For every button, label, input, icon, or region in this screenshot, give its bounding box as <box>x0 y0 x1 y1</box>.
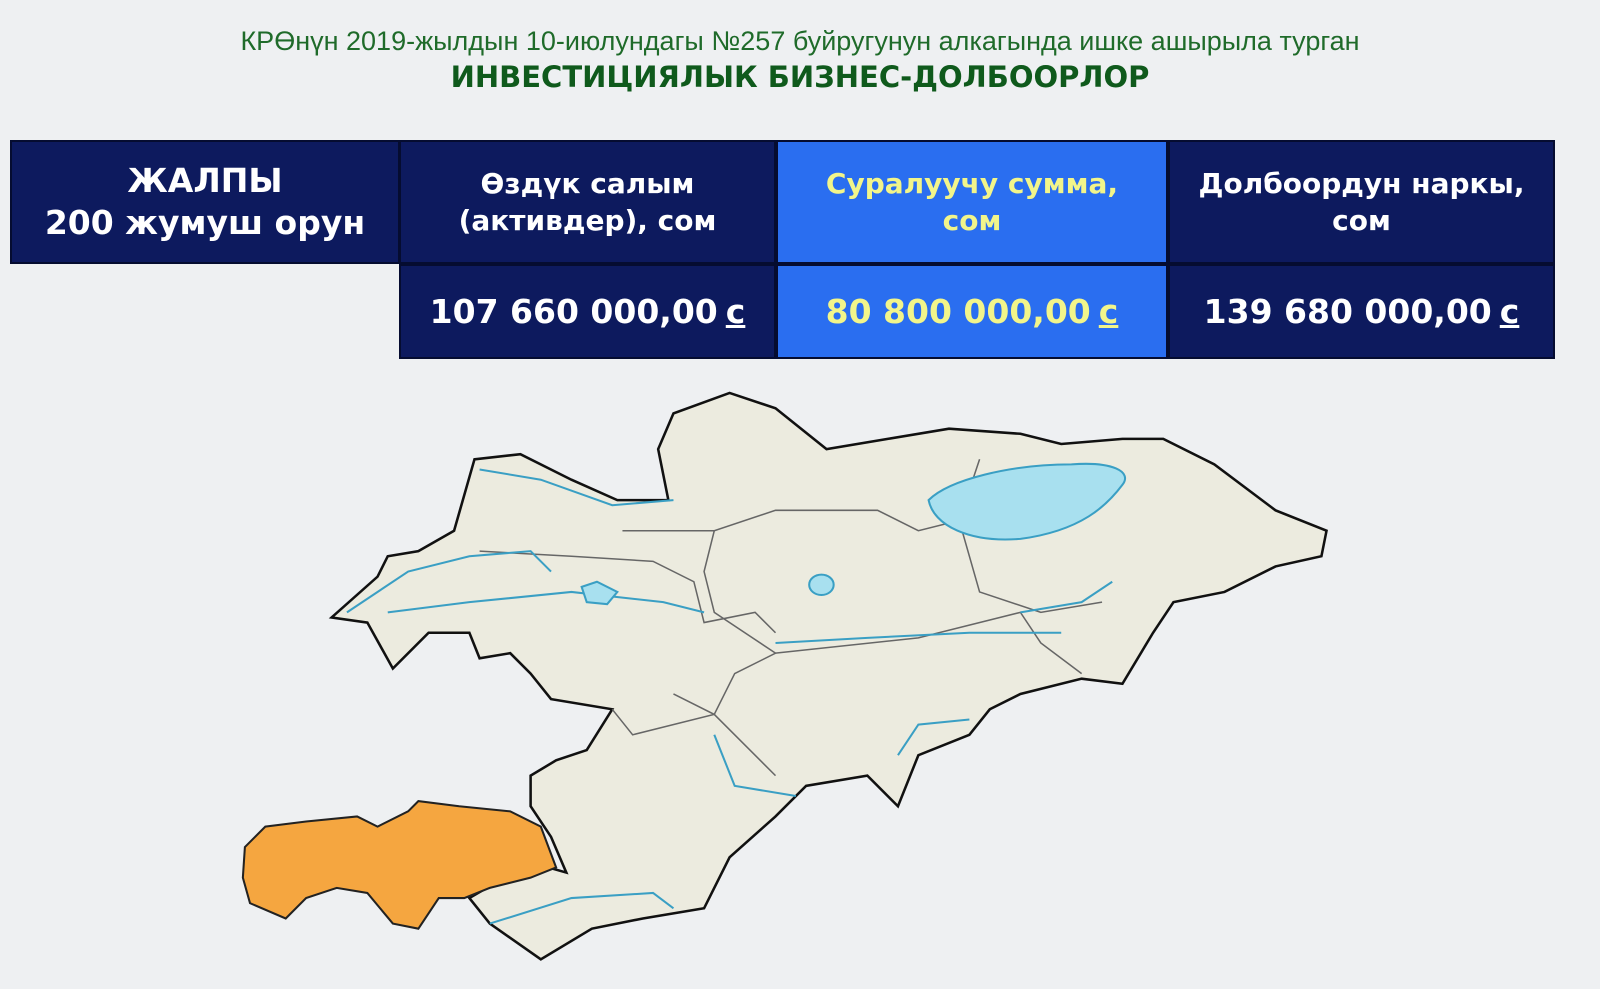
slide-subtitle: КРӨнүн 2019-жылдын 10-июлундагы №257 буй… <box>240 26 1360 56</box>
project-cost-header: Долбоордун наркы, сом <box>1168 140 1555 264</box>
header-line: Долбоордун наркы, <box>1198 167 1525 200</box>
son-kul-lake <box>808 573 835 597</box>
toktogul-reservoir <box>580 580 619 606</box>
amount: 139 680 000,00 <box>1203 292 1492 331</box>
batken-region-highlighted <box>241 800 558 930</box>
header-line: сом <box>1332 204 1391 237</box>
summary-label: ЖАЛПЫ <box>127 161 283 200</box>
amount: 107 660 000,00 <box>429 292 718 331</box>
own-contribution-value: 107 660 000,00 с <box>399 264 776 359</box>
header-line: сом <box>942 204 1002 237</box>
country-outline <box>328 391 1328 961</box>
currency-symbol: с <box>1499 292 1520 331</box>
project-cost-value: 139 680 000,00 с <box>1168 264 1555 359</box>
header-line: (активдер), сом <box>458 204 717 237</box>
header-line: Өздүк салым <box>480 167 695 200</box>
currency-symbol: с <box>725 292 746 331</box>
issyk-kul-lake <box>927 462 1126 541</box>
region-borders <box>479 459 1103 777</box>
rivers <box>346 468 1113 925</box>
slide-title: ИНВЕСТИЦИЯЛЫК БИЗНЕС-ДОЛБООРЛОР <box>450 60 1150 94</box>
summary-jobs: 200 жумуш орун <box>44 203 366 242</box>
requested-amount-header: Суралуучу сумма, сом <box>776 140 1168 264</box>
own-contribution-header: Өздүк салым (активдер), сом <box>399 140 776 264</box>
amount: 80 800 000,00 <box>825 292 1091 331</box>
currency-symbol: с <box>1098 292 1119 331</box>
requested-amount-value: 80 800 000,00 с <box>776 264 1168 359</box>
summary-cell: ЖАЛПЫ 200 жумуш орун <box>10 140 400 264</box>
header-line: Суралуучу сумма, <box>825 167 1119 200</box>
